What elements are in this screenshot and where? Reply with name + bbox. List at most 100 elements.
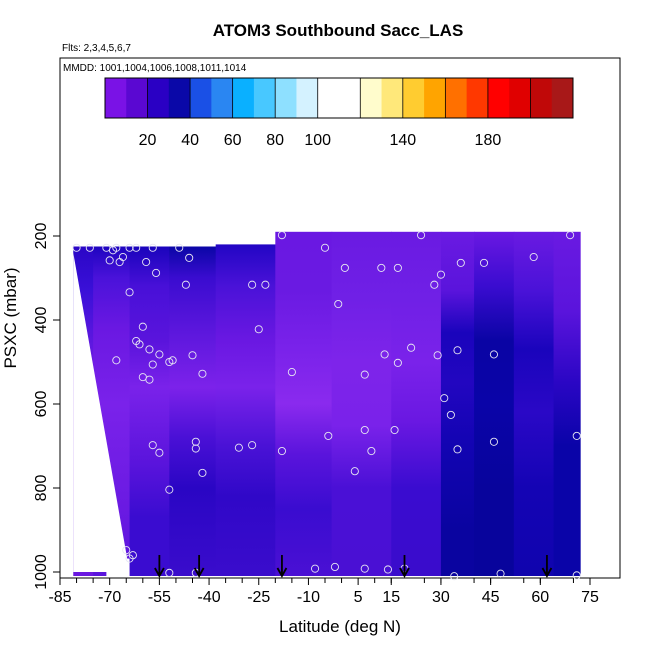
heatmap-column xyxy=(215,244,276,576)
observation-point xyxy=(277,231,286,240)
observation-point xyxy=(148,360,157,369)
dates-subtitle: MMDD: 1001,1004,1006,1008,1011,1014 xyxy=(63,63,247,74)
heatmap-column xyxy=(391,231,442,577)
colorbar-tick-label: 100 xyxy=(304,132,331,149)
colorbar-band xyxy=(466,78,489,118)
y-tick-label: 800 xyxy=(33,475,50,502)
observation-point xyxy=(529,252,538,262)
flight-arrow xyxy=(276,555,288,578)
observation-point xyxy=(122,546,131,555)
colorbar-tick-label: 80 xyxy=(266,132,284,149)
observation-point xyxy=(489,437,498,446)
x-tick-label: -70 xyxy=(98,589,121,606)
colorbar-tick-label: 20 xyxy=(139,132,157,149)
flight-arrow xyxy=(193,555,205,578)
observation-point xyxy=(191,444,200,453)
y-tick-label: 400 xyxy=(33,307,50,334)
field-left-edge-mask xyxy=(73,252,130,573)
colorbar-band xyxy=(253,78,276,118)
observation-point xyxy=(489,350,498,359)
flight-arrow xyxy=(154,555,165,578)
heatmap-column xyxy=(440,231,475,577)
observation-point xyxy=(383,565,392,574)
observation-point xyxy=(340,263,349,272)
observation-point xyxy=(496,569,505,578)
colorbar-band xyxy=(487,78,510,118)
observation-point xyxy=(112,243,121,252)
observation-point xyxy=(453,346,462,355)
observation-point xyxy=(572,431,581,440)
observation-point xyxy=(168,356,177,365)
observation-points xyxy=(72,231,581,581)
observation-point xyxy=(350,467,359,476)
observation-point xyxy=(115,257,124,267)
colorbar: 20 40 60 80 100 140 180 xyxy=(104,77,574,149)
observation-point xyxy=(142,257,151,267)
y-tick-label: 600 xyxy=(33,391,50,418)
excluded-corner xyxy=(106,558,130,577)
heatmap-column xyxy=(129,246,170,576)
chart-title: ATOM3 Southbound Sacc_LAS xyxy=(213,21,464,40)
observation-point xyxy=(440,394,449,403)
colorbar-band xyxy=(551,78,574,118)
observation-point xyxy=(198,468,207,477)
heatmap-column xyxy=(275,231,333,577)
observation-point xyxy=(360,370,369,379)
observation-point xyxy=(181,280,190,289)
y-axis-label: PSXC (mbar) xyxy=(1,267,20,368)
colorbar-tick-label: 140 xyxy=(389,132,416,149)
observation-point xyxy=(311,564,320,573)
x-tick-label: 45 xyxy=(482,589,500,606)
observation-point xyxy=(132,243,141,252)
colorbar-band xyxy=(445,78,468,118)
heatmap-column xyxy=(331,231,392,577)
observation-point xyxy=(456,258,465,267)
colorbar-band xyxy=(190,78,212,118)
observation-point xyxy=(72,243,81,252)
flight-arrow xyxy=(399,555,410,578)
observation-point xyxy=(125,554,134,563)
observation-point xyxy=(407,343,416,352)
observation-point xyxy=(234,443,243,452)
observation-point xyxy=(566,231,575,240)
observation-point xyxy=(446,410,455,419)
observation-point xyxy=(380,350,389,359)
colorbar-tick-label: 180 xyxy=(475,132,502,149)
x-tick-label: -40 xyxy=(198,589,221,606)
observation-point xyxy=(417,231,426,240)
colorbar-band xyxy=(232,78,255,118)
observation-point xyxy=(436,270,445,279)
plot-frame xyxy=(59,57,621,579)
colorbar-band xyxy=(147,78,170,118)
colorbar-band xyxy=(530,78,553,118)
flight-arrows xyxy=(154,555,553,578)
observation-point xyxy=(148,441,157,450)
colorbar-band xyxy=(402,78,425,118)
colorbar-band xyxy=(360,78,382,118)
observation-point xyxy=(334,299,343,309)
observation-point xyxy=(148,243,157,252)
observation-point xyxy=(390,425,399,435)
x-tick-label: -25 xyxy=(247,589,270,606)
observation-point xyxy=(138,322,147,331)
observation-point xyxy=(191,437,200,446)
x-tick-label: 30 xyxy=(432,589,450,606)
colorbar-band xyxy=(317,78,361,118)
observation-point xyxy=(433,351,442,360)
colorbar-tick-label: 60 xyxy=(224,132,242,149)
observation-point xyxy=(367,446,376,456)
x-tick-label: -10 xyxy=(297,589,320,606)
colorbar-frame xyxy=(104,77,574,119)
heatmap-column xyxy=(169,246,217,576)
colorbar-band xyxy=(105,78,127,118)
observation-point xyxy=(330,562,339,572)
observation-point xyxy=(393,358,402,367)
heatmap-column xyxy=(513,231,555,577)
observation-point xyxy=(145,345,154,354)
x-tick-label: 5 xyxy=(354,589,363,606)
flight-arrow xyxy=(541,555,553,578)
x-tick-label: -55 xyxy=(148,589,171,606)
observation-point xyxy=(393,263,402,272)
x-tick-label: 60 xyxy=(531,589,549,606)
